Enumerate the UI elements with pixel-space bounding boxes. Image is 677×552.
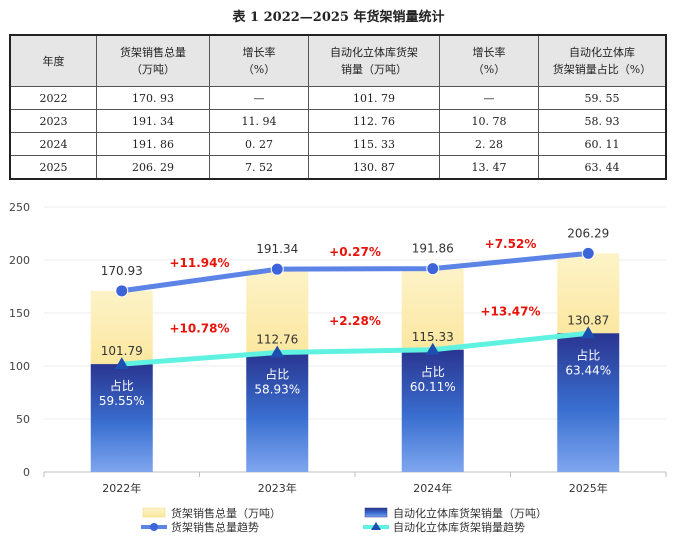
auto-trend-point (270, 345, 285, 358)
x-tick-label: 2022年 (102, 481, 141, 495)
cell: 60. 11 (538, 132, 667, 156)
header-year: 年度 (9, 34, 97, 87)
cell: 206. 29 (96, 155, 210, 180)
share-label: 占比 (576, 347, 600, 362)
total-growth-label: +0.27% (329, 245, 381, 259)
share-value-label: 59.55% (99, 394, 145, 408)
cell: 11. 94 (209, 109, 309, 133)
total-trend-point (426, 262, 440, 276)
sales-table: 年度 货架销售总量 （万吨） 增长率 （%） 自动化立体库货架 销量（万吨） 增长率（… (9, 34, 667, 180)
y-tick-label: 0 (23, 466, 30, 479)
table-row: 2023 191. 34 11. 94 112. 76 10. 78 58. 93 (9, 109, 667, 133)
auto-trend-point (114, 357, 129, 370)
total-growth-label: +7.52% (485, 237, 537, 251)
cell: 170. 93 (96, 86, 210, 110)
share-value-label: 60.11% (410, 380, 456, 394)
cell: 191. 86 (96, 132, 210, 156)
cell: 2025 (9, 155, 97, 180)
cell: 10. 78 (439, 109, 539, 133)
auto-value-label: 112.76 (256, 332, 298, 346)
total-trend-point (115, 284, 129, 298)
share-value-label: 58.93% (254, 382, 300, 396)
cell: 7. 52 (209, 155, 309, 180)
header-auto-sales: 自动化立体库货架 销量（万吨） (308, 34, 440, 87)
auto-value-label: 130.87 (567, 313, 609, 327)
cell: 2023 (9, 109, 97, 133)
total-sales-bar (90, 290, 153, 365)
total-value-label: 170.93 (101, 264, 143, 278)
cell: 0. 27 (209, 132, 309, 156)
auto-value-label: 115.33 (412, 330, 454, 344)
table-row: 2022 170. 93—101. 79—59. 55 (9, 86, 667, 110)
auto-trend-point (581, 326, 596, 339)
y-tick-label: 50 (16, 413, 30, 426)
cell: 191. 34 (96, 109, 210, 133)
cell: 63. 44 (538, 155, 667, 180)
cell: 59. 55 (538, 86, 667, 110)
table-caption: 表 1 2022—2025 年货架销量统计 (232, 10, 445, 25)
x-tick-label: 2023年 (258, 481, 297, 495)
total-sales-bar (557, 253, 620, 334)
legend-auto-sales-label: 自动化立体库货架销量（万吨） (393, 506, 547, 520)
auto-value-label: 101.79 (101, 344, 143, 358)
total-value-label: 191.34 (256, 242, 298, 256)
auto-sales-bar (246, 352, 309, 472)
total-value-label: 191.86 (412, 242, 454, 256)
cell: — (209, 86, 309, 110)
total-sales-bar (246, 269, 309, 353)
legend-auto-trend-marker (371, 522, 381, 530)
share-label: 占比 (110, 378, 134, 393)
legend-total-sales-label: 货架销售总量（万吨） (171, 506, 281, 520)
table-row: 2024 191. 86 0. 27 115. 33 2. 28 60. 11 (9, 132, 667, 156)
cell: 112. 76 (308, 109, 440, 133)
auto-sales-bar (90, 364, 153, 472)
y-tick-label: 150 (9, 307, 30, 320)
cell: 58. 93 (538, 109, 667, 133)
legend-total-sales-swatch (142, 507, 166, 518)
header-total-sales: 货架销售总量 （万吨） (96, 34, 210, 87)
x-tick-label: 2024年 (413, 481, 452, 495)
legend-total-trend-label: 货架销售总量趋势 (171, 520, 259, 534)
legend-total-trend-marker (150, 523, 158, 531)
y-tick-label: 100 (9, 360, 30, 373)
cell: — (439, 86, 539, 110)
total-trend-point (270, 262, 284, 276)
share-value-label: 63.44% (565, 363, 611, 377)
cell: 2024 (9, 132, 97, 156)
cell: 130. 87 (308, 155, 440, 180)
auto-growth-label: +10.78% (169, 321, 229, 335)
share-label: 占比 (265, 366, 289, 381)
total-value-label: 206.29 (567, 226, 609, 240)
cell: 115. 33 (308, 132, 440, 156)
legend-auto-trend-label: 自动化立体库货架销量趋势 (393, 520, 525, 534)
total-trend-point (581, 246, 595, 260)
share-label: 占比 (421, 364, 445, 379)
auto-growth-label: +13.47% (480, 305, 540, 319)
table-row: 2025 206. 29 7. 52 130. 87 13. 47 63. 44 (9, 155, 667, 180)
auto-growth-label: +2.28% (329, 314, 381, 328)
chart-legend: 货架销售总量（万吨） 自动化立体库货架销量（万吨） 货架销售总量趋势 自动化立体库货架… (141, 506, 547, 534)
x-tick-label: 2025年 (569, 481, 608, 495)
auto-sales-bar (557, 333, 620, 472)
y-tick-label: 200 (9, 254, 30, 267)
total-growth-label: +11.94% (169, 256, 229, 270)
header-growth-auto: 增长率 （%） (439, 34, 539, 87)
header-auto-share: 自动化立体库 货架销量占比（%） (538, 34, 667, 87)
total-trend-line (121, 250, 589, 294)
cell: 2022 (9, 86, 97, 110)
auto-trend-point (425, 342, 440, 355)
legend-auto-sales-swatch (364, 507, 388, 518)
auto-sales-bar (401, 349, 464, 472)
auto-trend-line (121, 330, 589, 367)
cell: 101. 79 (308, 86, 440, 110)
header-growth-total: 增长率 （%） (209, 34, 309, 87)
y-tick-label: 250 (9, 201, 30, 214)
cell: 2. 28 (439, 132, 539, 156)
table-header-row: 年度 货架销售总量 （万吨） 增长率 （%） 自动化立体库货架 销量（万吨） 增长率（… (9, 34, 667, 87)
total-sales-bar (401, 268, 464, 350)
cell: 13. 47 (439, 155, 539, 180)
